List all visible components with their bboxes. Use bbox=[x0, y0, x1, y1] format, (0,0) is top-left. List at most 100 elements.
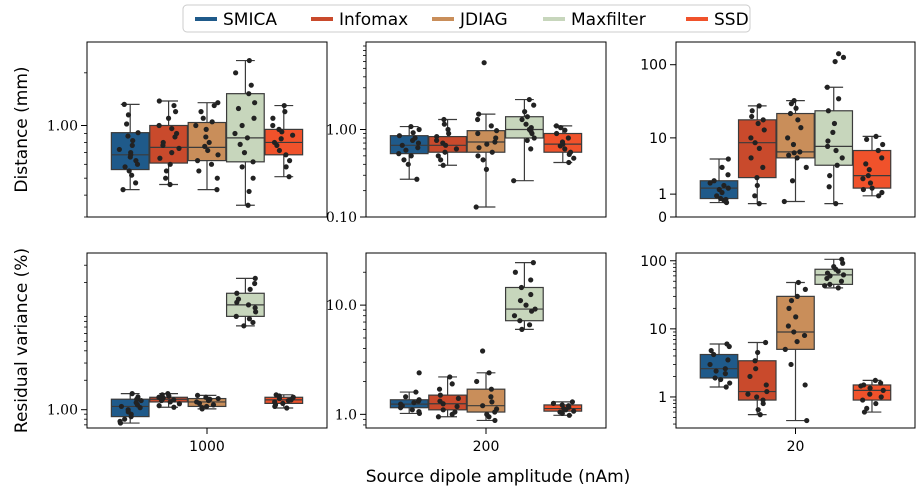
data-point bbox=[526, 96, 532, 103]
data-point bbox=[725, 185, 731, 191]
data-point bbox=[165, 391, 171, 397]
box-jdiag bbox=[187, 100, 227, 193]
box-smica bbox=[110, 101, 150, 193]
data-point bbox=[711, 351, 717, 358]
legend: SMICA Infomax JDIAG Maxfilter SSD bbox=[182, 4, 751, 33]
data-point bbox=[712, 375, 718, 381]
legend-frame bbox=[182, 4, 751, 33]
data-point bbox=[453, 146, 460, 152]
data-point bbox=[481, 60, 487, 66]
box-iqr bbox=[149, 124, 189, 164]
data-point bbox=[272, 399, 278, 405]
data-point bbox=[754, 394, 760, 400]
data-point bbox=[445, 126, 451, 133]
data-point bbox=[517, 318, 523, 324]
data-point bbox=[522, 109, 528, 115]
data-point bbox=[286, 158, 293, 164]
data-point bbox=[840, 54, 847, 61]
data-point bbox=[204, 403, 210, 410]
data-point bbox=[416, 126, 422, 133]
box-maxfilter bbox=[225, 57, 265, 208]
data-point bbox=[718, 195, 724, 202]
data-point bbox=[571, 155, 577, 161]
box-infomax bbox=[428, 116, 468, 168]
data-point bbox=[760, 397, 766, 403]
data-point bbox=[524, 114, 530, 120]
data-point bbox=[755, 407, 761, 413]
data-point bbox=[826, 184, 832, 190]
box-ssd bbox=[852, 377, 892, 415]
data-point bbox=[396, 151, 402, 157]
data-point bbox=[241, 323, 247, 329]
data-point bbox=[559, 402, 565, 408]
data-point bbox=[454, 403, 460, 410]
data-point bbox=[235, 296, 242, 302]
data-point bbox=[163, 168, 170, 174]
data-point bbox=[867, 180, 874, 186]
data-point bbox=[199, 405, 205, 411]
data-point bbox=[526, 322, 533, 328]
data-point bbox=[523, 302, 529, 308]
data-point bbox=[474, 116, 481, 123]
data-point bbox=[869, 185, 875, 191]
panel-frame bbox=[675, 41, 916, 218]
data-point bbox=[130, 137, 136, 144]
y-tick-label: 100 bbox=[640, 58, 667, 74]
data-point bbox=[752, 140, 758, 146]
data-point bbox=[176, 145, 182, 151]
data-point bbox=[747, 373, 753, 380]
data-point bbox=[831, 120, 838, 127]
data-point bbox=[410, 130, 416, 136]
data-point bbox=[283, 164, 289, 170]
box-maxfilter bbox=[814, 51, 854, 207]
data-point bbox=[276, 147, 283, 154]
box-jdiag bbox=[466, 348, 506, 424]
box-smica bbox=[699, 156, 739, 206]
data-point bbox=[748, 155, 754, 161]
data-point bbox=[825, 143, 831, 149]
data-point bbox=[284, 405, 290, 411]
data-point bbox=[833, 201, 839, 207]
data-point bbox=[476, 145, 482, 151]
data-point bbox=[719, 164, 725, 170]
data-point bbox=[716, 186, 722, 193]
y-tick-label: 1.00 bbox=[326, 123, 357, 139]
data-point bbox=[475, 130, 481, 137]
data-point bbox=[876, 193, 882, 199]
data-point bbox=[441, 121, 447, 127]
data-point bbox=[571, 408, 577, 414]
data-point bbox=[252, 100, 258, 106]
box-jdiag bbox=[776, 98, 815, 205]
data-point bbox=[124, 121, 130, 127]
data-point bbox=[786, 305, 792, 311]
data-point bbox=[722, 366, 728, 372]
box-jdiag bbox=[776, 279, 815, 424]
data-point bbox=[232, 130, 238, 137]
data-point bbox=[864, 136, 870, 143]
data-point bbox=[246, 57, 252, 64]
data-point bbox=[237, 141, 243, 147]
data-point bbox=[753, 366, 759, 372]
data-point bbox=[157, 155, 163, 161]
data-point bbox=[825, 138, 831, 144]
data-point bbox=[794, 293, 800, 299]
data-point bbox=[824, 84, 830, 90]
data-point bbox=[827, 281, 833, 287]
y-tick-label: 1 bbox=[658, 390, 667, 406]
data-point bbox=[827, 173, 833, 179]
data-point bbox=[169, 150, 175, 156]
data-point bbox=[252, 305, 258, 311]
box-infomax bbox=[737, 339, 777, 418]
box-ssd bbox=[543, 399, 583, 418]
data-point bbox=[791, 150, 797, 156]
y-tick-label: 10 bbox=[649, 322, 667, 338]
data-point bbox=[524, 137, 530, 144]
data-point bbox=[290, 394, 296, 400]
data-point bbox=[760, 164, 766, 170]
data-point bbox=[531, 135, 537, 141]
data-point bbox=[473, 204, 479, 210]
data-point bbox=[788, 361, 794, 368]
legend-label: Maxfilter bbox=[571, 10, 646, 30]
data-point bbox=[791, 329, 797, 335]
data-point bbox=[781, 198, 787, 205]
